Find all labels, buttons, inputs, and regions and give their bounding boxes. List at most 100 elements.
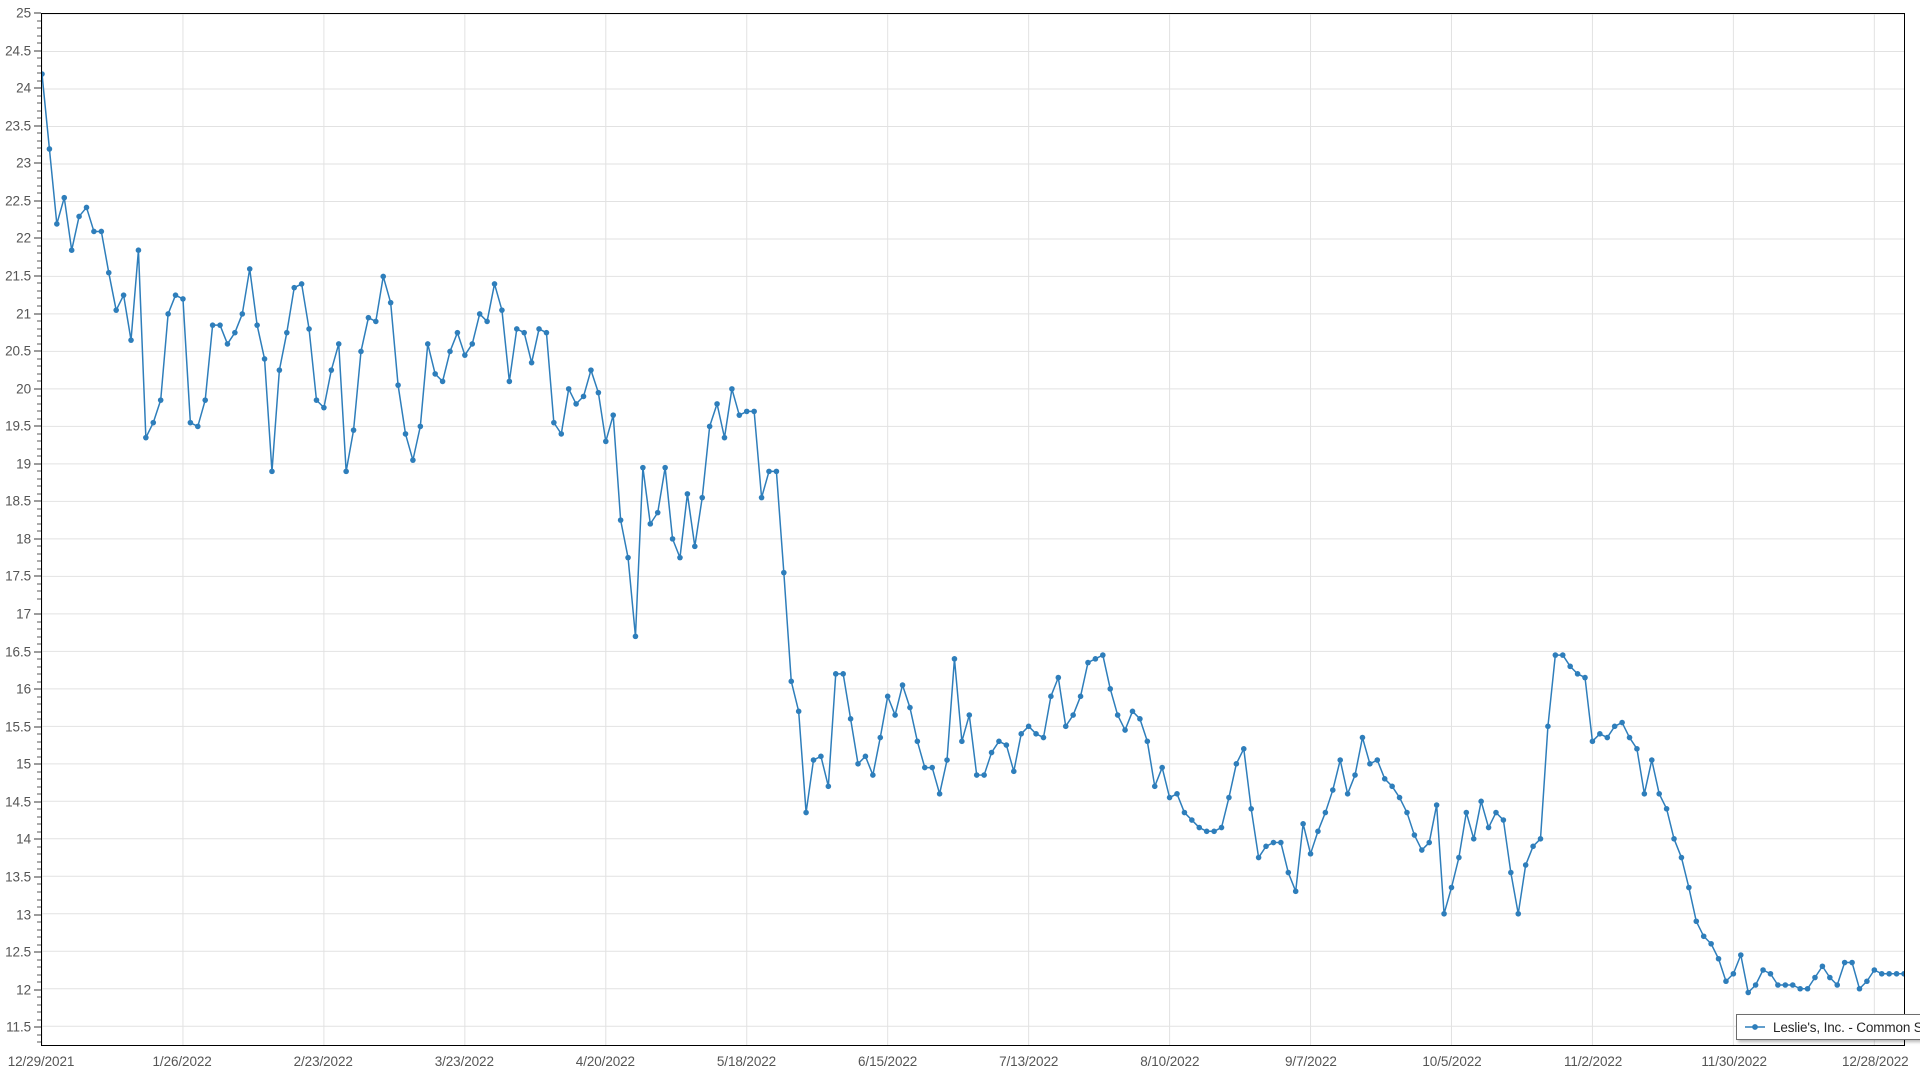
chart-legend[interactable]: Leslie's, Inc. - Common Stock xyxy=(1736,1014,1920,1040)
y-axis-minor-tick xyxy=(37,418,41,420)
legend-series-label: Leslie's, Inc. - Common Stock xyxy=(1773,1019,1920,1035)
y-axis-tick-label: 16.5 xyxy=(5,644,31,660)
y-axis-minor-tick xyxy=(37,823,41,825)
x-axis-tick-label: 12/28/2022 xyxy=(1841,1054,1909,1069)
y-axis-minor-tick xyxy=(37,545,41,547)
y-axis-minor-tick xyxy=(37,621,41,623)
y-axis-major-tick xyxy=(34,12,41,14)
y-axis-minor-tick xyxy=(37,132,41,134)
y-axis-minor-tick xyxy=(37,215,41,217)
y-axis-tick-label: 17.5 xyxy=(5,568,31,584)
y-axis-minor-tick xyxy=(37,252,41,254)
y-axis-minor-tick xyxy=(37,102,41,104)
y-axis-major-tick xyxy=(34,500,41,502)
y-axis-minor-tick xyxy=(37,568,41,570)
y-axis-major-tick xyxy=(34,200,41,202)
y-axis-minor-tick xyxy=(37,80,41,82)
y-axis-major-tick xyxy=(34,651,41,653)
y-axis-minor-tick xyxy=(37,493,41,495)
y-axis-minor-tick xyxy=(37,560,41,562)
y-axis-major-tick xyxy=(34,350,41,352)
y-axis-minor-tick xyxy=(37,921,41,923)
y-axis-minor-tick xyxy=(37,395,41,397)
y-axis-minor-tick xyxy=(37,508,41,510)
y-axis-tick-label: 21 xyxy=(16,306,31,321)
y-axis-minor-tick xyxy=(37,440,41,442)
y-axis-major-tick xyxy=(34,538,41,540)
y-axis-major-tick xyxy=(34,876,41,878)
y-axis-minor-tick xyxy=(37,666,41,668)
y-axis-major-tick xyxy=(34,463,41,465)
y-axis-minor-tick xyxy=(37,177,41,179)
horizontal-gridlines xyxy=(42,14,1904,1027)
y-axis-minor-tick xyxy=(37,365,41,367)
y-axis-tick-label: 15.5 xyxy=(5,719,31,735)
y-axis-tick-label: 22 xyxy=(16,230,31,246)
y-axis-minor-tick xyxy=(37,583,41,585)
y-axis-major-tick xyxy=(34,125,41,127)
y-axis-tick-label: 24 xyxy=(16,80,31,96)
y-axis-tick-label: 24.5 xyxy=(5,43,31,59)
plot-area xyxy=(41,13,1905,1046)
y-axis-major-tick xyxy=(34,50,41,52)
y-axis-minor-tick xyxy=(37,282,41,284)
y-axis-tick-label: 20.5 xyxy=(5,343,31,359)
y-axis-minor-tick xyxy=(37,996,41,998)
y-axis-major-tick xyxy=(34,688,41,690)
y-axis-minor-tick xyxy=(37,410,41,412)
y-axis-tick-label: 18 xyxy=(16,531,31,547)
y-axis-minor-tick xyxy=(37,643,41,645)
y-axis-minor-tick xyxy=(37,455,41,457)
y-axis-minor-tick xyxy=(37,1041,41,1043)
y-axis-minor-tick xyxy=(37,733,41,735)
y-axis-minor-tick xyxy=(37,222,41,224)
y-axis-minor-tick xyxy=(37,72,41,74)
y-axis-minor-tick xyxy=(37,816,41,818)
y-axis-minor-tick xyxy=(37,891,41,893)
y-axis-minor-tick xyxy=(37,140,41,142)
y-axis-minor-tick xyxy=(37,936,41,938)
y-axis-minor-tick xyxy=(37,373,41,375)
y-axis-tick-label: 21.5 xyxy=(5,268,31,284)
y-axis-minor-tick xyxy=(37,1019,41,1021)
y-axis-minor-tick xyxy=(37,899,41,900)
y-axis-minor-tick xyxy=(37,155,41,157)
y-axis-tick-label: 11.5 xyxy=(6,1019,31,1035)
x-axis-tick-label: 11/2/2022 xyxy=(1564,1054,1623,1069)
y-axis-minor-tick xyxy=(37,403,41,405)
y-axis-minor-tick xyxy=(37,778,41,780)
y-axis-tick-label: 18.5 xyxy=(5,493,31,509)
y-axis-minor-tick xyxy=(37,42,41,44)
x-axis: 12/29/2021 1/26/2022 2/23/2022 3/23/2022 4/2… xyxy=(8,1046,1909,1080)
y-axis-major-tick xyxy=(34,914,41,916)
y-axis-minor-tick xyxy=(37,20,41,21)
y-axis-minor-tick xyxy=(37,267,41,269)
x-axis-tick-label: 9/7/2022 xyxy=(1285,1054,1337,1069)
y-axis-minor-tick xyxy=(37,966,41,968)
y-axis-minor-tick xyxy=(37,636,41,638)
y-axis-minor-tick xyxy=(37,1034,41,1036)
y-axis-minor-tick xyxy=(37,696,41,698)
y-axis-minor-tick xyxy=(37,530,41,532)
y-axis-major-tick xyxy=(34,838,41,840)
y-axis-tick-label: 14.5 xyxy=(5,794,31,810)
x-axis-tick-label: 5/18/2022 xyxy=(716,1054,777,1069)
y-axis-minor-tick xyxy=(37,846,41,848)
y-axis-minor-tick xyxy=(37,192,41,194)
y-axis-minor-tick xyxy=(37,831,41,833)
y-axis-minor-tick xyxy=(37,868,41,870)
y-axis-minor-tick xyxy=(37,883,41,885)
y-axis-minor-tick xyxy=(37,245,41,247)
y-axis-minor-tick xyxy=(37,711,41,713)
y-axis-minor-tick xyxy=(37,1011,41,1013)
x-axis-tick-label: 8/10/2022 xyxy=(1140,1054,1200,1069)
y-axis-minor-tick xyxy=(37,786,41,788)
y-axis-minor-tick xyxy=(37,117,41,119)
y-axis-minor-tick xyxy=(37,57,41,59)
y-axis-minor-tick xyxy=(37,230,41,232)
y-axis-tick-label: 12.5 xyxy=(5,944,31,960)
y-axis-major-tick xyxy=(34,763,41,765)
y-axis-minor-tick xyxy=(37,808,41,810)
y-axis-minor-tick xyxy=(37,1004,41,1006)
